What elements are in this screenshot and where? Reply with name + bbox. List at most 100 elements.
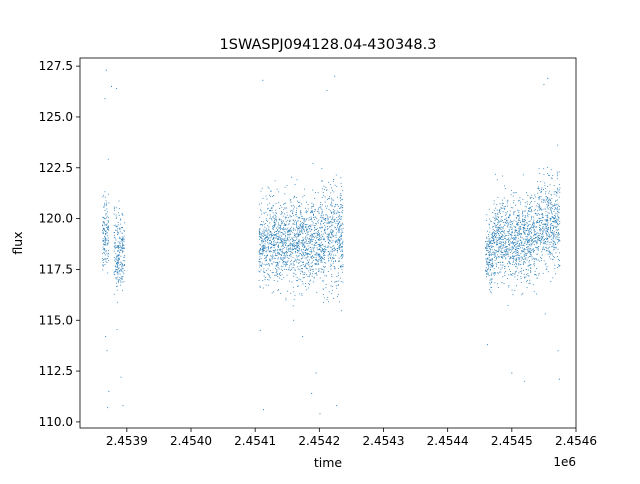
data-point (514, 238, 516, 240)
data-point (296, 215, 298, 217)
data-point (288, 240, 290, 242)
data-point (106, 217, 108, 219)
data-point (124, 230, 126, 232)
data-point (284, 257, 286, 259)
data-point (341, 257, 343, 259)
data-point (323, 269, 325, 271)
data-point (515, 248, 517, 250)
data-point (550, 199, 552, 201)
data-point (297, 255, 299, 257)
data-point (121, 249, 123, 251)
data-point (281, 238, 283, 240)
data-point (329, 198, 331, 200)
y-tick-label: 112.5 (39, 364, 73, 378)
data-point (323, 238, 325, 240)
data-point (268, 235, 270, 237)
data-point (263, 231, 265, 233)
data-point (303, 247, 305, 249)
data-point (342, 251, 344, 253)
data-point (299, 259, 301, 261)
data-point (553, 217, 555, 219)
data-point (117, 241, 119, 243)
data-point (517, 237, 519, 239)
data-point (264, 254, 266, 256)
data-point (535, 212, 537, 214)
data-point (553, 226, 555, 228)
data-point (123, 256, 125, 258)
data-point (507, 241, 509, 243)
data-point (283, 268, 285, 270)
data-point (486, 261, 488, 263)
data-point (339, 235, 341, 237)
data-point (516, 243, 518, 245)
data-point (341, 228, 343, 230)
data-point (489, 248, 491, 250)
data-point (265, 257, 267, 259)
data-point (321, 209, 323, 211)
data-point (318, 255, 320, 257)
data-point (497, 243, 499, 245)
y-tick-label: 127.5 (39, 59, 73, 73)
data-point (297, 247, 299, 249)
data-point (485, 245, 487, 247)
data-point (287, 223, 289, 225)
data-point (263, 235, 265, 237)
data-point (489, 242, 491, 244)
data-point (521, 294, 523, 296)
data-point (297, 201, 299, 203)
data-point (504, 237, 506, 239)
data-point (335, 174, 337, 176)
data-point (542, 208, 544, 210)
data-point (520, 235, 522, 237)
data-point (527, 240, 529, 242)
data-point (523, 277, 525, 279)
data-point (527, 210, 529, 212)
data-point (119, 245, 121, 247)
data-point (304, 264, 306, 266)
data-point (292, 232, 294, 234)
data-point (546, 244, 548, 246)
data-point (268, 276, 270, 278)
data-point (272, 235, 274, 237)
data-point (122, 247, 124, 249)
data-point (493, 222, 495, 224)
data-point (548, 200, 550, 201)
data-point (117, 280, 119, 282)
data-point (304, 231, 306, 233)
data-point (485, 248, 487, 250)
data-point (499, 227, 501, 229)
data-point (118, 254, 120, 256)
data-point (486, 236, 488, 238)
data-point (524, 262, 526, 264)
data-point (121, 275, 123, 277)
data-point (320, 250, 322, 252)
data-point (507, 200, 509, 202)
data-point (103, 243, 105, 245)
data-point (282, 212, 284, 214)
data-point (546, 216, 548, 218)
data-point (545, 196, 547, 198)
data-point (269, 214, 271, 216)
data-point (279, 230, 281, 232)
data-point (547, 223, 549, 225)
data-point (105, 227, 107, 229)
data-point (494, 233, 496, 235)
data-point (290, 229, 292, 231)
data-point-outlier (293, 319, 295, 321)
data-point (496, 244, 498, 246)
data-point (514, 192, 516, 194)
data-point (508, 286, 510, 288)
data-point (341, 265, 343, 267)
data-point (324, 226, 326, 228)
data-point (538, 274, 540, 276)
data-point (559, 223, 561, 225)
data-point (310, 229, 312, 231)
data-point (314, 232, 316, 234)
data-point (305, 212, 307, 214)
data-point (288, 234, 290, 236)
data-point (525, 202, 527, 204)
data-point (301, 281, 303, 283)
data-point (496, 204, 498, 206)
data-point (102, 257, 104, 259)
data-point (295, 252, 297, 254)
